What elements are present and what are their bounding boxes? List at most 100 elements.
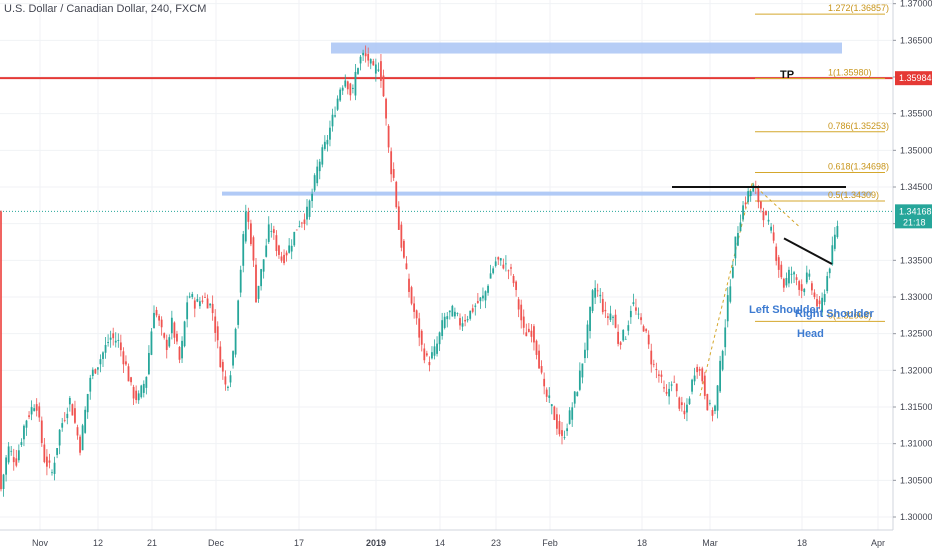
candle-body xyxy=(382,75,385,97)
candle-body xyxy=(456,313,459,315)
current-price-badge xyxy=(895,204,932,229)
candle-body xyxy=(731,267,734,278)
candle-body xyxy=(107,342,109,344)
candle-body xyxy=(425,353,428,356)
candle-body xyxy=(515,281,517,291)
tp-price-badge-text: 1.35984 xyxy=(899,73,932,83)
candle-body xyxy=(102,352,104,360)
candle-body xyxy=(413,303,415,312)
candle-body xyxy=(693,375,696,382)
candle-body xyxy=(775,246,778,261)
candle-body xyxy=(155,309,158,316)
candle-body xyxy=(594,287,597,298)
candle-body xyxy=(545,389,548,397)
candle-body xyxy=(645,329,648,332)
candle-body xyxy=(262,259,265,272)
candle-body xyxy=(33,408,36,411)
candle-body xyxy=(617,331,619,344)
candle-body xyxy=(408,278,410,292)
candle-body xyxy=(698,369,701,371)
candle-body xyxy=(609,313,612,320)
candle-body xyxy=(726,295,729,322)
fib-leg xyxy=(699,183,753,397)
candle-body xyxy=(301,222,303,224)
candle-body xyxy=(66,413,69,419)
candle-body xyxy=(729,286,732,302)
candle-body xyxy=(94,369,97,374)
candle-body xyxy=(607,316,609,318)
candle-body xyxy=(257,285,260,299)
price-tick-label: 1.30000 xyxy=(900,512,932,522)
candle-body xyxy=(178,347,181,360)
candle-body xyxy=(782,278,785,288)
candle-body xyxy=(285,252,288,256)
candle-body xyxy=(451,305,454,317)
price-tick-label: 1.34500 xyxy=(900,182,932,192)
candle-body xyxy=(201,300,204,302)
candle-body xyxy=(635,307,637,311)
candle-body xyxy=(369,59,372,64)
candle-body xyxy=(706,394,709,411)
candle-body xyxy=(581,363,584,378)
candle-body xyxy=(561,430,563,436)
candle-body xyxy=(20,442,23,445)
candle-body xyxy=(61,423,64,428)
candle-body xyxy=(828,268,831,274)
candle-body xyxy=(232,351,234,366)
candle-body xyxy=(132,386,135,399)
candle-body xyxy=(229,375,232,383)
candle-body xyxy=(586,324,589,351)
candle-body xyxy=(352,87,354,89)
candle-body xyxy=(76,427,79,436)
candle-body xyxy=(428,361,431,366)
candle-body xyxy=(227,386,229,388)
candle-body xyxy=(423,348,426,361)
time-tick-label: 23 xyxy=(491,538,501,548)
countdown-text: 21:18 xyxy=(903,217,926,227)
candle-body xyxy=(550,404,553,407)
fib-level-label: 1(1.35980) xyxy=(828,67,872,77)
candle-body xyxy=(2,474,5,489)
candle-body xyxy=(431,352,433,359)
candle-body xyxy=(793,272,795,275)
candle-body xyxy=(680,402,683,406)
candle-body xyxy=(632,302,635,305)
candle-body xyxy=(499,258,502,261)
candle-body xyxy=(461,323,464,327)
candle-body xyxy=(543,378,546,387)
candle-body xyxy=(313,175,316,191)
candle-body xyxy=(250,223,252,245)
candle-body xyxy=(387,125,390,148)
tp-annotation: TP xyxy=(780,69,794,81)
candle-body xyxy=(563,437,566,439)
candle-body xyxy=(530,330,533,337)
candle-body xyxy=(354,71,357,96)
candle-body xyxy=(89,377,92,392)
candle-body xyxy=(471,308,474,312)
candle-body xyxy=(163,333,166,338)
candle-body xyxy=(211,303,214,314)
candle-body xyxy=(418,318,421,338)
candle-body xyxy=(374,64,377,74)
candle-body xyxy=(237,300,240,325)
candle-body xyxy=(188,296,191,298)
candle-body xyxy=(660,374,663,377)
candle-body xyxy=(622,329,625,341)
candle-body xyxy=(377,69,380,71)
candle-body xyxy=(696,366,699,373)
candle-body xyxy=(821,297,823,313)
candle-body xyxy=(599,294,602,297)
price-tick-label: 1.33000 xyxy=(900,292,932,302)
candle-body xyxy=(71,404,74,416)
candle-body xyxy=(803,288,806,293)
candle-body xyxy=(553,406,556,420)
candle-body xyxy=(341,87,344,91)
candle-body xyxy=(247,211,250,222)
candle-body xyxy=(40,420,43,444)
candle-body xyxy=(306,206,308,220)
candle-body xyxy=(578,370,581,390)
candle-body xyxy=(448,310,451,313)
candle-body xyxy=(816,299,818,307)
